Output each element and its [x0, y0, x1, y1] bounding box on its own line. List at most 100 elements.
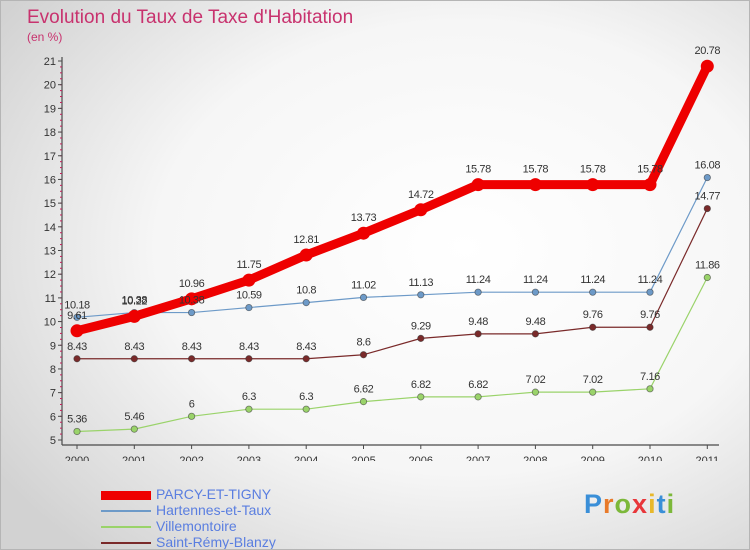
data-label: 6.3	[299, 391, 313, 403]
data-label: 6.82	[411, 379, 431, 391]
data-label: 10.18	[64, 299, 90, 311]
chart-unit: (en %)	[27, 30, 63, 44]
data-point	[188, 412, 196, 420]
data-label: 8.43	[182, 341, 202, 353]
x-tick-label: 2002	[179, 455, 203, 461]
series-0	[70, 59, 714, 338]
data-point	[646, 288, 654, 296]
data-label: 8.43	[296, 341, 316, 353]
data-label: 7.02	[525, 374, 545, 386]
data-point	[474, 288, 482, 296]
y-tick-label: 8	[50, 364, 56, 376]
legend-swatch	[101, 510, 151, 512]
data-label: 9.76	[583, 309, 603, 321]
series-line	[72, 61, 712, 336]
y-tick-label: 13	[44, 246, 56, 258]
x-tick-label: 2008	[523, 455, 547, 461]
data-point	[302, 405, 310, 413]
data-label: 16.08	[695, 160, 721, 172]
data-point	[414, 203, 428, 217]
y-tick-label: 7	[50, 388, 56, 400]
data-label: 9.48	[525, 316, 545, 328]
data-labels: 10.18 10.38 10.38 10.59 10.8 11.02 11.13 11.24 1…	[64, 45, 721, 425]
data-point	[471, 178, 485, 192]
x-tick-label: 2000	[65, 455, 89, 461]
axes: 5 6 7 8 9 10 11 12 13 14 15 16 17 18 19 20 21 2000 2001 200…	[44, 56, 719, 461]
data-label: 14.72	[408, 189, 434, 201]
data-label: 14.77	[695, 191, 721, 203]
brand-letter: i	[666, 489, 676, 519]
brand-logo: Proxiti	[584, 489, 675, 520]
y-tick-label: 21	[44, 56, 56, 68]
data-point	[245, 355, 253, 363]
y-tick-label: 20	[44, 80, 56, 92]
x-tick-label: 2001	[122, 455, 146, 461]
data-point	[417, 334, 425, 342]
data-point	[70, 324, 84, 338]
legend-label: Hartennes-et-Taux	[156, 502, 272, 518]
data-label: 10.22	[122, 295, 148, 307]
data-point	[130, 425, 138, 433]
brand-letter: t	[656, 489, 667, 519]
data-point	[531, 330, 540, 338]
data-point	[299, 248, 313, 262]
data-label: 7.16	[640, 371, 660, 383]
legend-swatch	[101, 542, 151, 544]
data-label: 10.38	[179, 295, 205, 307]
legend-swatch	[101, 526, 151, 528]
line-chart: 5 6 7 8 9 10 11 12 13 14 15 16 17 18 19 20 21 2000 2001 200…	[44, 45, 721, 461]
data-label: 15.78	[580, 164, 606, 176]
data-label: 7.02	[583, 374, 603, 386]
legend-label: Saint-Rémy-Blanzy	[156, 534, 276, 550]
data-label: 15.78	[465, 164, 491, 176]
data-label: 6.3	[242, 391, 256, 403]
data-point	[245, 405, 253, 413]
x-tick-label: 2003	[237, 455, 261, 461]
data-label: 11.86	[695, 260, 720, 272]
data-label: 10.96	[179, 278, 205, 290]
data-point	[242, 273, 256, 287]
series-line	[76, 207, 708, 360]
y-tick-label: 10	[44, 317, 56, 329]
brand-letter: P	[584, 489, 604, 519]
x-tick-label: 2006	[409, 455, 433, 461]
data-point	[703, 273, 711, 282]
x-tick-label: 2009	[580, 455, 604, 461]
data-point	[474, 393, 482, 401]
x-tick-label: 2005	[351, 455, 375, 461]
brand-letter: x	[632, 489, 649, 519]
data-point	[531, 388, 540, 396]
data-point	[589, 388, 597, 396]
data-point	[245, 303, 253, 312]
data-point	[130, 355, 138, 363]
data-point	[359, 293, 368, 302]
data-point	[357, 226, 370, 240]
series-2	[73, 273, 711, 436]
y-tick-label: 17	[44, 151, 56, 163]
data-label: 5.36	[67, 413, 87, 425]
data-point	[646, 323, 654, 331]
data-point	[359, 398, 368, 406]
data-label: 6.82	[468, 379, 488, 391]
data-label: 11.24	[466, 274, 491, 286]
data-point	[589, 323, 597, 331]
data-point	[185, 292, 199, 306]
data-label: 11.75	[237, 259, 262, 271]
data-label: 11.13	[408, 277, 433, 289]
data-label: 11.24	[523, 274, 548, 286]
data-point	[302, 355, 310, 363]
data-point	[188, 355, 196, 363]
chart-title: Evolution du Taux de Taxe d'Habitation	[27, 7, 354, 28]
data-label: 8.43	[67, 341, 87, 353]
series-line	[76, 276, 708, 433]
data-point	[73, 355, 81, 363]
data-label: 8.43	[239, 341, 259, 353]
data-label: 12.81	[293, 234, 319, 246]
data-label: 15.78	[523, 164, 549, 176]
y-tick-label: 11	[45, 293, 56, 305]
data-label: 9.29	[411, 320, 431, 332]
data-point	[703, 173, 711, 182]
y-tick-label: 5	[50, 435, 56, 447]
data-point	[302, 299, 310, 307]
